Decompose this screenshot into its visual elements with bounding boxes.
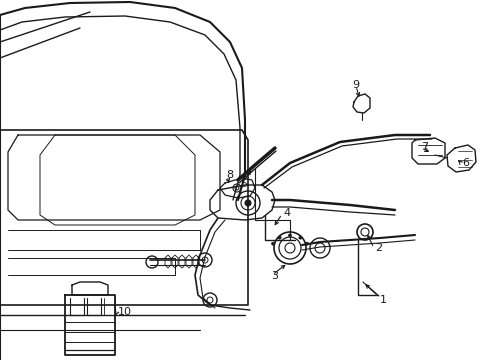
Text: 3: 3 — [270, 271, 278, 281]
Text: 5: 5 — [240, 179, 246, 189]
Circle shape — [305, 242, 308, 245]
Text: 8: 8 — [225, 170, 233, 180]
Text: 10: 10 — [118, 307, 132, 317]
Text: 4: 4 — [283, 208, 289, 218]
Text: 6: 6 — [461, 158, 468, 168]
Text: 2: 2 — [374, 243, 381, 253]
Text: 9: 9 — [351, 80, 358, 90]
Circle shape — [298, 236, 301, 239]
Circle shape — [288, 234, 291, 237]
Text: 1: 1 — [379, 295, 386, 305]
Circle shape — [271, 242, 274, 245]
Text: 7: 7 — [420, 142, 427, 152]
Circle shape — [244, 200, 250, 206]
Circle shape — [278, 236, 281, 239]
